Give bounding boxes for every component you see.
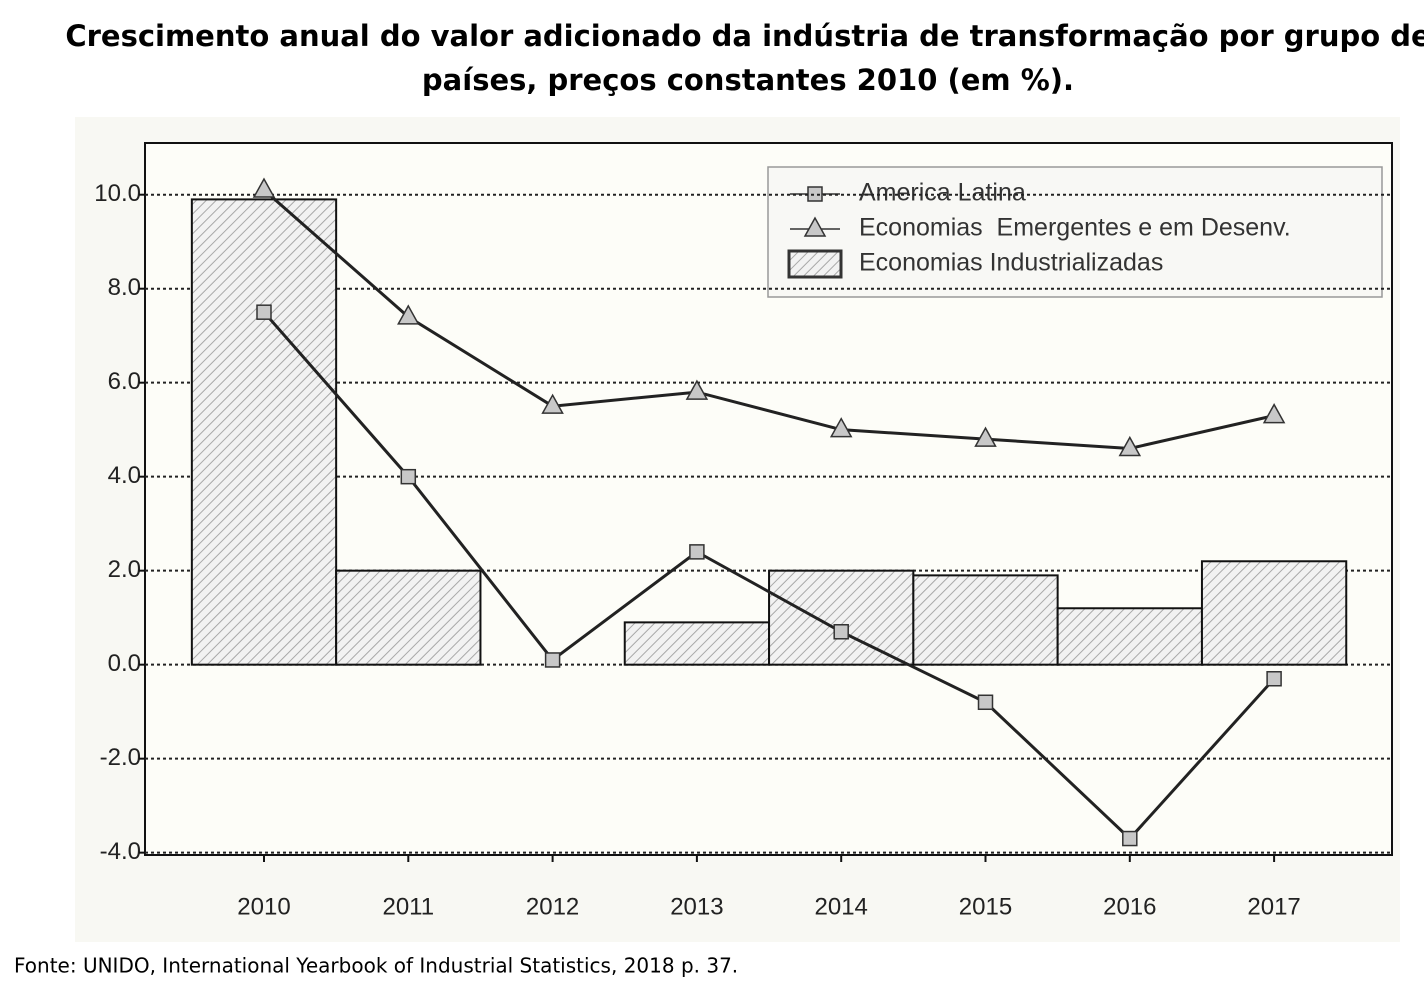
point	[1118, 435, 1142, 457]
y-tick-label: 8.0	[108, 274, 141, 301]
y-tick-label: -4.0	[100, 838, 141, 865]
y-tick-label: 2.0	[108, 556, 141, 583]
point	[544, 652, 561, 668]
chart-subtitle: países, preços constantes 2010 (em %).	[422, 63, 1074, 97]
bar	[1056, 607, 1203, 666]
y-tick-label: 4.0	[108, 462, 141, 489]
point	[256, 304, 272, 320]
bar	[623, 621, 771, 666]
bar	[1200, 560, 1348, 666]
source: Fonte: UNIDO, International Yearbook of …	[14, 954, 738, 978]
x-tick-label: 2013	[670, 893, 723, 920]
line	[262, 311, 1276, 841]
bar	[190, 198, 338, 666]
legend-box	[767, 166, 1383, 298]
bar	[335, 569, 482, 666]
point	[829, 417, 853, 438]
chart-title: Crescimento anual do valor adicionado da…	[65, 19, 1424, 53]
point	[833, 624, 849, 640]
x-tick-label: 2016	[1103, 893, 1156, 920]
bar	[768, 569, 915, 666]
x-tick-label: 2012	[526, 893, 579, 920]
legend: America Latina Economias Emergentes e em …	[767, 166, 1383, 298]
legend-label: Economias Industrializadas	[859, 249, 1163, 277]
x-tick-label: 2014	[815, 893, 868, 920]
x-tick-label: 2010	[237, 893, 290, 920]
y-tick-label: 10.0	[94, 180, 141, 207]
y-tick-label: 0.0	[108, 650, 141, 677]
point	[689, 544, 705, 560]
point	[400, 468, 417, 485]
bar	[912, 574, 1059, 666]
point	[1122, 830, 1138, 847]
legend-swatch	[787, 249, 843, 279]
point	[252, 177, 276, 198]
point	[974, 426, 997, 447]
x-tick-label: 2017	[1247, 893, 1300, 920]
point	[1266, 671, 1282, 687]
x-tick-label: 2011	[382, 893, 434, 920]
line	[263, 188, 1275, 450]
legend-label: America Latina	[859, 179, 1026, 207]
y-tick-label: -2.0	[100, 744, 141, 771]
legend-marker	[803, 216, 827, 237]
point	[1262, 403, 1286, 424]
y-tick-label: 6.0	[108, 368, 141, 395]
point	[397, 304, 420, 325]
x-tick-label: 2015	[959, 893, 1012, 920]
point	[541, 393, 564, 414]
legend-label: Economias Emergentes e em Desenv.	[859, 214, 1291, 242]
point	[685, 379, 709, 400]
point	[977, 694, 994, 711]
